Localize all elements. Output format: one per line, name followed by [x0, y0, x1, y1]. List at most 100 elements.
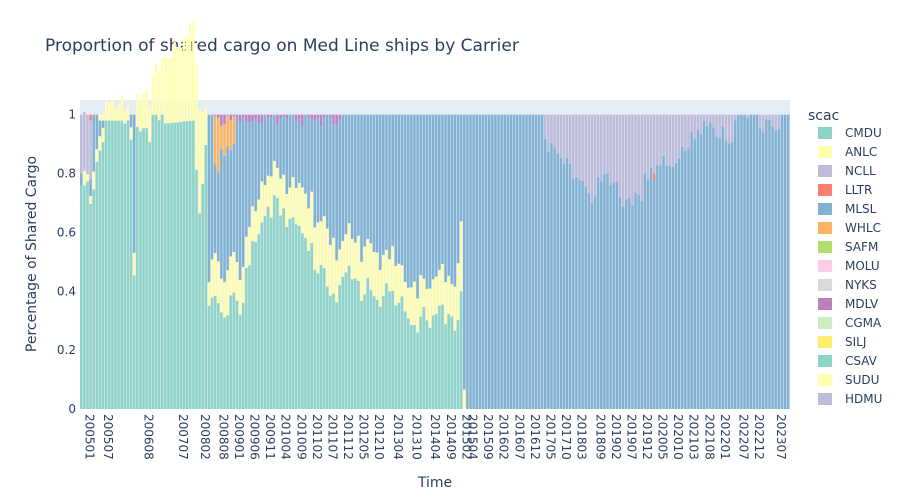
bar-segment-hdmu [584, 114, 587, 187]
bar-segment-sudu [188, 24, 192, 121]
bar-segment-sudu [375, 252, 379, 300]
bar-segment-csav [173, 122, 176, 409]
bar-segment-sudu [173, 41, 176, 123]
legend-item-mdlv[interactable]: MDLV [818, 297, 879, 311]
legend-item-mlsl[interactable]: MLSL [818, 202, 877, 216]
bar-segment-sudu [453, 286, 457, 331]
bar-segment-csav [254, 241, 257, 409]
x-tick-label: 200808 [216, 414, 230, 460]
legend-item-nyks[interactable]: NYKS [818, 278, 877, 292]
bar-segment-sudu [338, 249, 341, 286]
legend-item-ncll[interactable]: NCLL [818, 164, 876, 178]
bar-segment-csav [198, 213, 201, 409]
bar-segment-hdmu [690, 114, 693, 132]
bar-segment-sudu [101, 127, 105, 143]
bar-segment-sudu [160, 57, 164, 115]
bar-segment-hdmu [705, 114, 709, 127]
bar-segment-hdmu [768, 114, 771, 120]
bar-segment-mlsl [721, 126, 724, 409]
bar-segment-csav [241, 302, 245, 409]
legend-item-hdmu[interactable]: HDMU [818, 392, 882, 406]
bar-segment-sudu [142, 93, 145, 129]
bar-segment-mlsl [459, 114, 463, 222]
bar-segment-csav [269, 217, 273, 409]
bar-segment-csav [142, 128, 145, 409]
legend-item-whlc[interactable]: WHLC [818, 221, 881, 235]
x-tick-label: 202307 [774, 414, 788, 460]
bar-segment-anlc [120, 94, 123, 101]
bar-segment-mlsl [335, 124, 338, 261]
bar-segment-hdmu [559, 114, 563, 159]
bar-segment-mdlv [279, 114, 282, 119]
legend-swatch [818, 165, 832, 177]
legend-item-molu[interactable]: MOLU [818, 259, 880, 273]
x-tick-label: 201902 [609, 414, 623, 460]
bar-segment-mdlv [213, 114, 217, 116]
bar-segment-mlsl [400, 114, 404, 266]
x-tick-label: 201809 [593, 414, 607, 460]
bar-segment-mdlv [316, 114, 320, 118]
bar-segment-sudu [366, 238, 369, 278]
bar-segment-csav [139, 131, 142, 409]
bar-segment-mlsl [615, 181, 619, 409]
bar-segment-hdmu [721, 114, 724, 127]
bar-segment-mlsl [737, 114, 740, 409]
bar-segment-csav [422, 307, 426, 409]
legend-item-sudu[interactable]: SUDU [818, 373, 879, 387]
legend-swatch [818, 222, 832, 234]
x-tick-label: 202201 [718, 414, 732, 460]
bar-segment-mdlv [319, 114, 323, 127]
bar-segment-sudu [403, 281, 407, 312]
bar-segment-sudu [204, 107, 208, 146]
bars-layer [80, 20, 790, 410]
bar-segment-mlsl [774, 130, 777, 410]
x-tick-label: 200507 [101, 414, 115, 460]
bar-segment-csav [257, 234, 261, 409]
bar-segment-mlsl [453, 114, 457, 287]
bar-segment-sudu [164, 56, 167, 124]
legend-item-silj[interactable]: SILJ [818, 335, 866, 349]
bar-segment-hdmu [603, 114, 606, 174]
legend-label: MOLU [845, 259, 880, 273]
legend-item-cmdu[interactable]: CMDU [818, 126, 882, 140]
bar-segment-ncll [86, 114, 89, 174]
bar-segment-mlsl [285, 118, 289, 194]
legend-item-lltr[interactable]: LLTR [818, 183, 872, 197]
bar-segment-csav [388, 291, 391, 409]
bar-segment-mlsl [702, 120, 706, 409]
bar-segment-sudu [213, 253, 217, 296]
bar-segment-sudu [291, 177, 295, 218]
bar-segment-csav [132, 275, 136, 409]
bar-segment-csav [438, 305, 441, 409]
bar-segment-csav [413, 324, 416, 409]
bar-segment-sudu [260, 181, 264, 223]
bar-segment-mlsl [344, 114, 348, 235]
x-tick-label: 201310 [410, 414, 424, 460]
bar-segment-sudu [117, 110, 120, 121]
bar-segment-hdmu [674, 114, 678, 164]
bar-segment-mlsl [547, 151, 550, 410]
bar-segment-mlsl [624, 199, 628, 409]
bar-segment-hdmu [581, 114, 584, 181]
legend-item-safm[interactable]: SAFM [818, 240, 878, 254]
bar-segment-hdmu [771, 114, 774, 127]
legend-label: MLSL [845, 202, 877, 216]
bar-segment-mlsl [338, 119, 341, 250]
legend-item-csav[interactable]: CSAV [818, 354, 878, 368]
legend-item-cgma[interactable]: CGMA [818, 316, 882, 330]
bar-segment-sudu [385, 249, 388, 284]
bar-segment-mdlv [338, 114, 341, 120]
bar-segment-mlsl [388, 114, 391, 260]
legend-item-anlc[interactable]: ANLC [818, 145, 877, 159]
bar-segment-hdmu [718, 114, 721, 138]
legend-swatch [818, 374, 832, 386]
bar-segment-mlsl [132, 114, 136, 253]
bar-segment-sudu [322, 216, 326, 269]
bar-segment-mlsl [487, 114, 491, 410]
bar-segment-hdmu [765, 114, 768, 120]
bar-segment-mlsl [621, 206, 625, 409]
bar-segment-mdlv [291, 114, 295, 116]
bar-segment-csav [360, 300, 363, 409]
bar-segment-mlsl [447, 114, 450, 276]
bar-segment-sudu [294, 187, 298, 225]
